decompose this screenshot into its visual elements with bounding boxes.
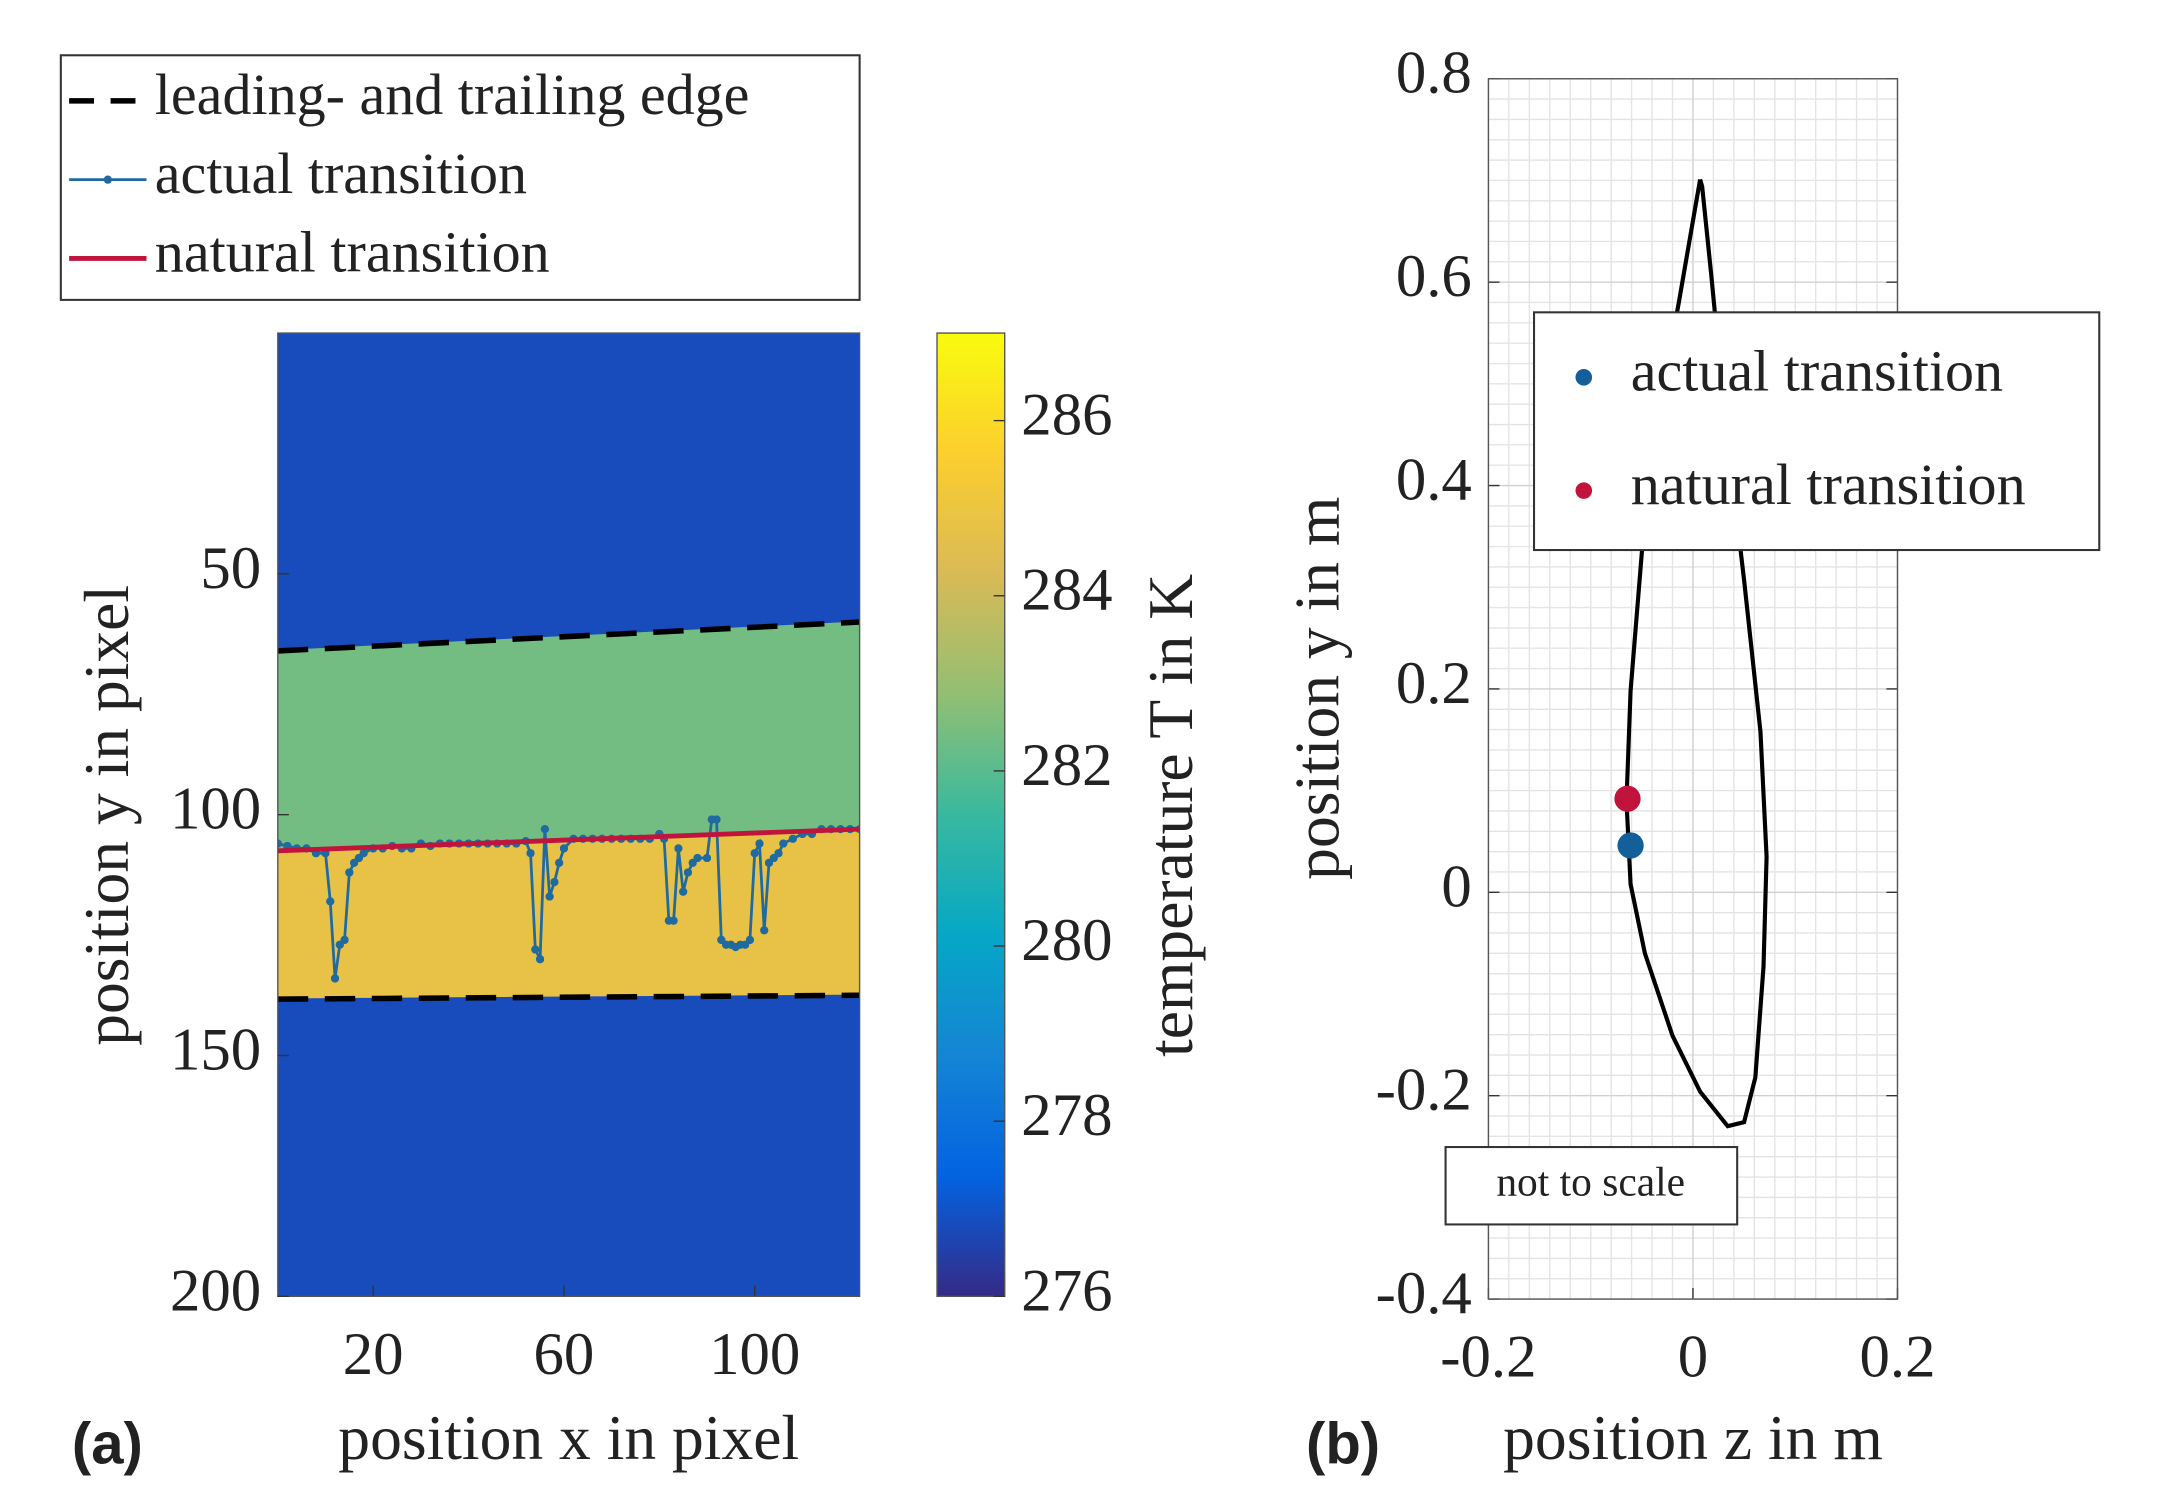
- legend-swatch: [1575, 482, 1592, 499]
- colorbar-tick-label: 286: [1021, 382, 1112, 449]
- temperature-zone: [278, 995, 860, 1296]
- colorbar-tick-label: 280: [1021, 907, 1112, 974]
- temperature-zone: [278, 829, 860, 999]
- annotation: not to scale: [1496, 1158, 1685, 1204]
- y-axis-label: position y in m: [1282, 497, 1353, 880]
- temperature-zone: [278, 622, 860, 851]
- legend-label: leading- and trailing edge: [155, 62, 750, 127]
- legend-label: actual transition: [155, 141, 527, 206]
- y-tick-label: 100: [170, 776, 261, 843]
- legend-swatch: [1575, 369, 1592, 386]
- colorbar-label: temperature T in K: [1135, 574, 1206, 1057]
- figure: 20 60 100 50 100 150 200 position x in pixel pos…: [0, 0, 2167, 1496]
- legend-label: actual transition: [1631, 339, 2003, 404]
- colorbar: [937, 333, 1005, 1296]
- x-tick-label: 0: [1678, 1324, 1708, 1391]
- y-tick-label: -0.2: [1376, 1057, 1472, 1124]
- y-tick-label: 0.6: [1396, 243, 1472, 310]
- heatmap: [278, 333, 860, 1296]
- y-tick-label: -0.4: [1376, 1260, 1472, 1327]
- legend-label: natural transition: [155, 220, 550, 285]
- y-tick-label: 0.8: [1396, 40, 1472, 107]
- x-tick-label: 100: [709, 1321, 800, 1388]
- y-axis-label: position y in pixel: [71, 585, 142, 1046]
- x-tick-label: 0.2: [1859, 1324, 1935, 1391]
- panel-label: (a): [72, 1412, 143, 1477]
- colorbar-tick-label: 276: [1021, 1257, 1112, 1324]
- y-tick-label: 0.4: [1396, 446, 1472, 513]
- temperature-zone: [278, 333, 860, 651]
- colorbar-tick-label: 278: [1021, 1082, 1112, 1149]
- y-tick-label: 150: [170, 1016, 261, 1083]
- legend-label: natural transition: [1631, 452, 2026, 517]
- x-axis-label: position z in m: [1503, 1402, 1883, 1473]
- x-tick-label: 20: [343, 1321, 404, 1388]
- x-tick-label: -0.2: [1440, 1324, 1536, 1391]
- y-tick-label: 0.2: [1396, 650, 1472, 717]
- page: {"chart_data": [ {"type": "heatmap", "pa…: [0, 0, 2167, 1496]
- point: [1617, 832, 1643, 858]
- legend-swatch-dot: [104, 176, 112, 184]
- y-tick-label: 50: [200, 535, 261, 602]
- y-tick-label: 200: [170, 1257, 261, 1324]
- y-tick-label: 0: [1441, 853, 1471, 920]
- x-axis-label: position x in pixel: [338, 1402, 799, 1473]
- point: [1614, 786, 1640, 812]
- colorbar-tick-label: 284: [1021, 557, 1112, 624]
- x-tick-label: 60: [534, 1321, 595, 1388]
- panel-label: (b): [1306, 1412, 1380, 1477]
- colorbar-tick-label: 282: [1021, 732, 1112, 799]
